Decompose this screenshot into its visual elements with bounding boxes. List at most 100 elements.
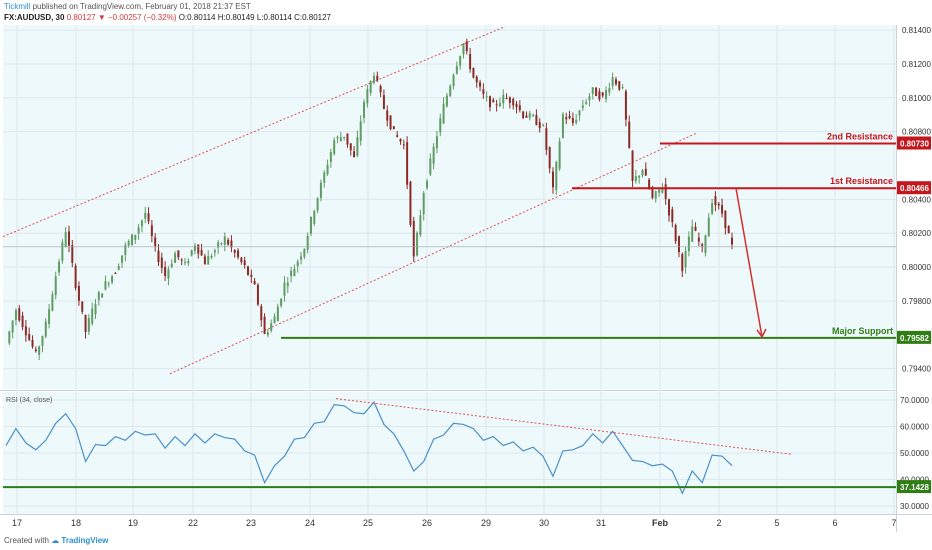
candle-body bbox=[379, 86, 382, 93]
candle-body bbox=[44, 321, 47, 337]
candle-body bbox=[465, 41, 468, 52]
candle-body bbox=[382, 95, 385, 109]
candle-body bbox=[561, 114, 564, 138]
candle-body bbox=[648, 179, 651, 189]
channel-line bbox=[2, 26, 506, 238]
candle-body bbox=[614, 79, 617, 85]
axis-price-badges: 0.80730 0.80466 0.79582 37.1428 bbox=[897, 136, 931, 494]
candle-body bbox=[223, 236, 226, 245]
candle-body bbox=[551, 171, 554, 188]
candle-body bbox=[502, 94, 505, 104]
candle-body bbox=[542, 124, 545, 126]
rsi-tick-label: 30.0000 bbox=[900, 502, 929, 511]
candle-body bbox=[691, 226, 694, 242]
candle-body bbox=[94, 303, 97, 315]
time-tick-label: 23 bbox=[246, 518, 256, 528]
candle-body bbox=[64, 232, 67, 247]
candle-body bbox=[588, 96, 591, 101]
level-label: Major Support bbox=[832, 326, 893, 336]
candle-body bbox=[701, 244, 704, 247]
price-tick-label: 0.80800 bbox=[902, 128, 931, 137]
candle-body bbox=[661, 187, 664, 193]
time-tick-label: 29 bbox=[481, 518, 491, 528]
candle-body bbox=[479, 82, 482, 87]
rsi-indicator-label: RSI (34, close) bbox=[6, 397, 52, 404]
candle-body bbox=[313, 210, 316, 224]
candle-body bbox=[71, 245, 74, 263]
candle-body bbox=[263, 316, 266, 334]
candle-body bbox=[595, 87, 598, 97]
candle-body bbox=[631, 150, 634, 181]
candle-body bbox=[608, 88, 611, 93]
candle-body bbox=[568, 115, 571, 119]
time-tick-label: 17 bbox=[12, 518, 22, 528]
created-with-text: Created with bbox=[4, 536, 49, 545]
publisher-name[interactable]: Tickmill bbox=[4, 2, 31, 11]
candle-body bbox=[107, 283, 110, 285]
candle-body bbox=[300, 256, 303, 260]
candle-body bbox=[399, 138, 402, 142]
rsi-series bbox=[3, 398, 896, 495]
price-channel bbox=[2, 26, 697, 375]
candle-body bbox=[538, 122, 541, 129]
rsi-axis[interactable]: 70.0000 60.0000 50.0000 40.0000 30.0000 bbox=[900, 396, 929, 511]
candle-body bbox=[111, 276, 114, 283]
time-axis[interactable]: 17 18 19 22 23 24 25 26 29 30 31 Feb 2 5 6 7 bbox=[12, 518, 897, 528]
candle-body bbox=[624, 91, 627, 120]
candle-body bbox=[306, 235, 309, 250]
candle-body bbox=[227, 239, 230, 245]
candle-body bbox=[140, 220, 143, 227]
candle-body bbox=[104, 281, 107, 290]
candle-body bbox=[38, 346, 41, 355]
candle-body bbox=[276, 306, 279, 322]
tradingview-brand[interactable]: TradingView bbox=[61, 536, 109, 545]
candle-body bbox=[518, 105, 521, 111]
level-label: 2nd Resistance bbox=[827, 132, 893, 142]
candle-body bbox=[449, 85, 452, 96]
candle-body bbox=[170, 263, 173, 268]
price-change: ▼ −0.00257 (−0.32%) bbox=[97, 13, 177, 22]
candle-body bbox=[482, 89, 485, 94]
candle-body bbox=[651, 189, 654, 199]
candle-body bbox=[717, 203, 720, 206]
candle-body bbox=[41, 336, 44, 346]
candle-body bbox=[34, 349, 37, 352]
candle-body bbox=[154, 237, 157, 247]
candle-body bbox=[193, 245, 196, 251]
candle-body bbox=[591, 87, 594, 94]
candle-body bbox=[293, 268, 296, 277]
candle-body bbox=[687, 236, 690, 252]
candle-body bbox=[711, 203, 714, 214]
candle-body bbox=[164, 267, 167, 277]
channel-line bbox=[169, 132, 697, 375]
candle-body bbox=[31, 339, 34, 347]
candle-body bbox=[309, 217, 312, 234]
candle-body bbox=[677, 236, 680, 253]
candle-body bbox=[356, 137, 359, 156]
candle-body bbox=[439, 118, 442, 133]
candle-body bbox=[124, 244, 127, 256]
candle-body bbox=[363, 101, 366, 118]
candle-body bbox=[157, 250, 160, 263]
candle-body bbox=[180, 259, 183, 261]
candle-body bbox=[280, 298, 283, 306]
rsi-badge bbox=[897, 480, 931, 494]
time-tick-label: 25 bbox=[363, 518, 373, 528]
candle-body bbox=[684, 250, 687, 268]
horizontal-levels: 2nd Resistance 1st Resistance Major Suppor… bbox=[3, 132, 896, 339]
candle-body bbox=[601, 92, 604, 96]
candle-body bbox=[389, 115, 392, 130]
symbol-name[interactable]: FX:AUDUSD, 30 bbox=[4, 13, 65, 22]
candle-body bbox=[117, 266, 120, 270]
price-axis[interactable]: 0.81400 0.81200 0.81000 0.80800 0.80400 0.802… bbox=[902, 26, 931, 374]
candle-body bbox=[270, 323, 273, 331]
candle-body bbox=[319, 182, 322, 198]
price-badge-text: 0.80730 bbox=[900, 140, 929, 149]
candle-body bbox=[545, 128, 548, 150]
candle-body bbox=[721, 205, 724, 214]
candle-body bbox=[329, 151, 332, 162]
candle-body bbox=[127, 241, 130, 246]
candle-body bbox=[376, 75, 379, 81]
candle-body bbox=[77, 285, 80, 301]
